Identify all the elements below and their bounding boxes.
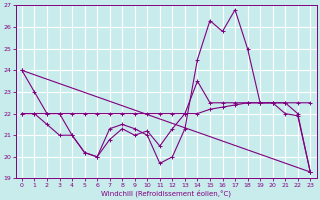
X-axis label: Windchill (Refroidissement éolien,°C): Windchill (Refroidissement éolien,°C) bbox=[101, 189, 231, 197]
